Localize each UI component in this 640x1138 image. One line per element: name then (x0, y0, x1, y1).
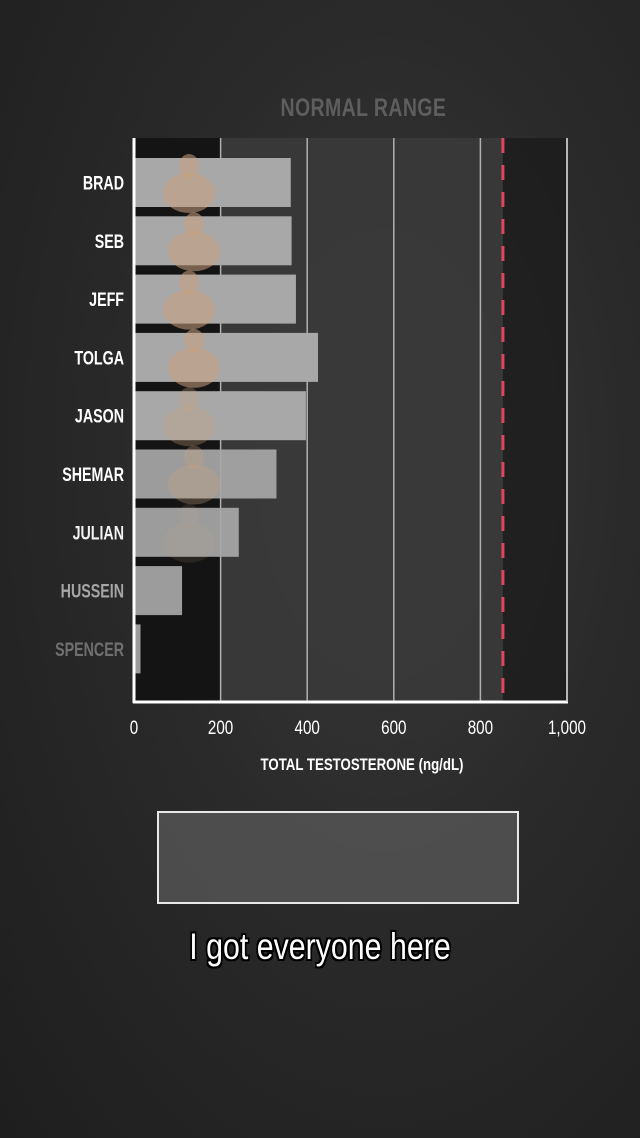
person-head (179, 154, 199, 178)
above-range-area (502, 138, 567, 702)
person-head (184, 445, 204, 470)
bar (134, 624, 141, 674)
bar (134, 449, 277, 499)
bar (134, 332, 319, 382)
person-torso (163, 406, 215, 447)
category-label: SEB (95, 231, 124, 252)
person-torso (163, 522, 215, 563)
person-torso (168, 347, 220, 388)
x-tick-label: 800 (468, 716, 493, 738)
person-torso (163, 173, 215, 213)
bar-chart: 0 200 400 600 800 1,000 BRAD SEB JEFF TOLGA JASON S… (55, 138, 586, 775)
bar (134, 274, 296, 324)
x-tick-label: 0 (130, 716, 138, 738)
x-tick-label: 400 (295, 716, 320, 738)
person-head (179, 270, 199, 295)
subtitle-caption: I got everyone here (189, 926, 451, 967)
bar (134, 507, 239, 557)
person-head (184, 328, 204, 353)
x-axis-title: TOTAL TESTOSTERONE (ng/dL) (261, 756, 464, 775)
x-tick-label: 1,000 (548, 716, 586, 738)
person-torso (168, 231, 220, 272)
bar (134, 391, 306, 441)
person-torso (168, 464, 220, 505)
x-tick-label: 200 (208, 716, 233, 738)
bar (134, 566, 183, 616)
caption-box (157, 811, 519, 904)
category-label: SPENCER (55, 639, 124, 660)
person-torso (163, 289, 215, 330)
category-label: JULIAN (73, 522, 124, 543)
category-label: TOLGA (74, 347, 124, 368)
x-tick-label: 600 (381, 716, 406, 738)
category-label: SHEMAR (62, 464, 124, 485)
person-head (179, 387, 199, 412)
normal-range-title: NORMAL RANGE (280, 94, 447, 122)
person-head (179, 503, 199, 528)
person-head (184, 212, 204, 237)
category-label: BRAD (83, 173, 124, 194)
category-label: JEFF (89, 289, 124, 310)
category-label: HUSSEIN (61, 581, 124, 602)
category-label: JASON (75, 406, 124, 427)
